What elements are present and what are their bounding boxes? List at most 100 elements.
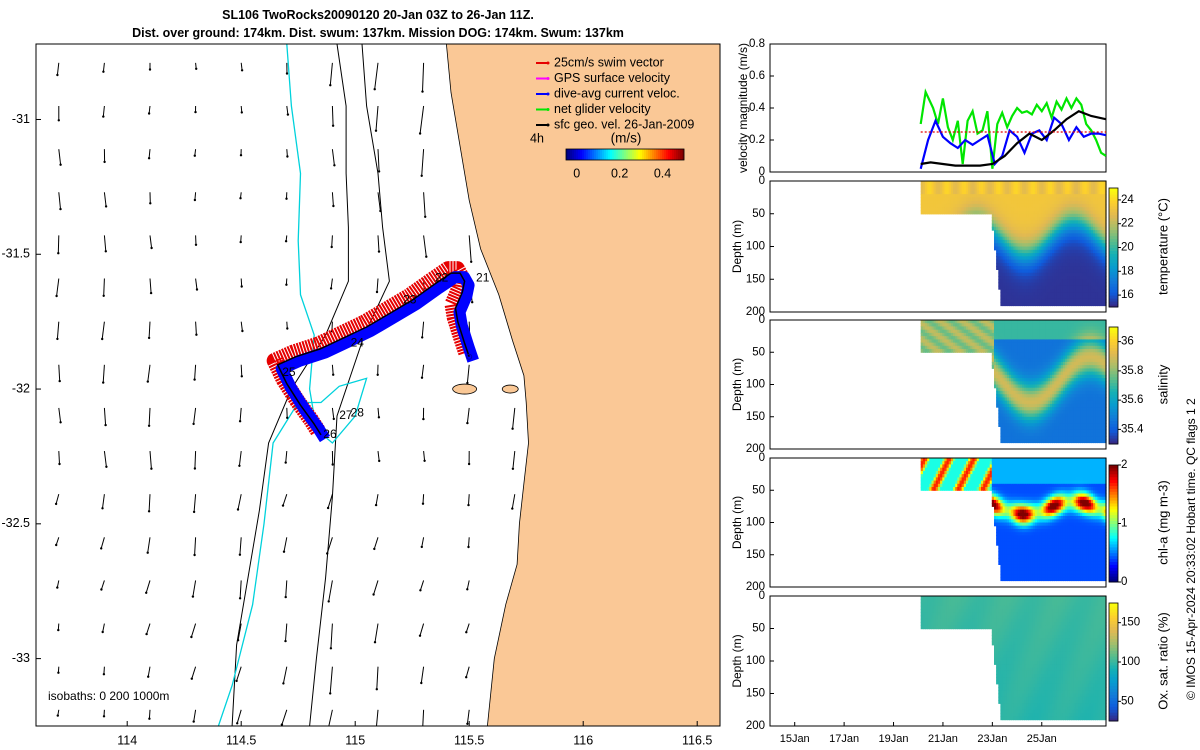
- geo-arrow-head: [104, 250, 108, 253]
- profile-cell: [996, 181, 999, 185]
- profile-cell: [1054, 336, 1058, 340]
- profile-cell: [1004, 352, 1008, 357]
- profile-cell: [1084, 253, 1088, 257]
- profile-cell: [1000, 436, 1004, 440]
- colorbar-cell: [1109, 217, 1118, 222]
- profile-cell: [1097, 207, 1101, 212]
- profile-cell: [1028, 282, 1032, 287]
- profile-cell: [1013, 190, 1017, 195]
- geo-arrow: [421, 364, 425, 378]
- profile-cell: [1039, 355, 1042, 360]
- profile-cell: [1090, 320, 1094, 324]
- profile-cell: [933, 332, 937, 337]
- profile-cell: [1002, 320, 1006, 324]
- profile-cell: [1009, 259, 1012, 264]
- profile-cell: [1071, 320, 1075, 324]
- profile-cell: [996, 256, 999, 261]
- profile-cell: [1032, 387, 1036, 392]
- colorbar-cell: [1109, 229, 1118, 234]
- profile-cell: [1030, 269, 1034, 274]
- colorbar-cell: [634, 149, 637, 160]
- colorbar-cell: [1109, 262, 1118, 266]
- profile-cell: [1095, 181, 1098, 185]
- profile-cell: [1004, 368, 1008, 373]
- profile-cell: [1034, 302, 1038, 307]
- profile-cell: [1103, 239, 1107, 244]
- profile-cell: [966, 194, 969, 198]
- profile-cell: [1073, 342, 1077, 347]
- profile-cell: [1078, 349, 1081, 353]
- profile-cell: [1006, 213, 1010, 218]
- profile-cell: [1071, 390, 1075, 395]
- profile-cell: [1002, 403, 1006, 408]
- profile-cell: [1062, 384, 1066, 389]
- profile-cell: [983, 326, 986, 331]
- profile-cell: [1050, 181, 1053, 185]
- profile-cell: [1006, 394, 1010, 398]
- profile-cell: [1043, 371, 1047, 376]
- profile-cell: [991, 342, 995, 347]
- geo-arrow: [330, 278, 333, 289]
- profile-cell: [1082, 439, 1086, 444]
- profile-cell: [1019, 200, 1023, 205]
- geo-arrow-head: [148, 717, 151, 720]
- profile-cell: [1006, 368, 1010, 373]
- profile-cell: [1013, 187, 1017, 192]
- profile-cell: [1019, 345, 1023, 350]
- geo-arrow: [377, 450, 380, 461]
- profile-cell: [976, 336, 980, 340]
- profile-cell: [1043, 181, 1047, 185]
- profile-cell: [1022, 194, 1025, 198]
- profile-cell: [1034, 223, 1038, 228]
- profile-cell: [1002, 184, 1006, 189]
- colorbar-cell: [1109, 301, 1118, 305]
- profile-cell: [1024, 217, 1027, 221]
- geo-arrow: [419, 623, 425, 636]
- profile-cell: [1013, 326, 1017, 331]
- profile-cell: [1097, 339, 1101, 344]
- profile-cell: [1099, 223, 1103, 228]
- profile-cell: [1062, 243, 1066, 248]
- profile-cell: [1009, 253, 1012, 257]
- profile-cell: [935, 207, 939, 212]
- profile-cell: [1069, 352, 1073, 357]
- profile-cell: [1045, 236, 1049, 241]
- profile-cell: [955, 342, 958, 347]
- profile-cell: [1090, 429, 1094, 434]
- profile-cell: [933, 210, 937, 215]
- profile-cell: [1056, 197, 1060, 202]
- profile-cell: [1006, 342, 1010, 347]
- geo-arrow: [194, 451, 197, 469]
- profile-cell: [1075, 194, 1079, 198]
- profile-cell: [1099, 203, 1103, 208]
- track-line: [276, 272, 470, 436]
- profile-cell: [1082, 256, 1086, 261]
- profile-cell: [1062, 276, 1066, 280]
- profile-cell: [942, 200, 946, 205]
- profile-cell: [1073, 236, 1077, 241]
- profile-cell: [1034, 320, 1038, 324]
- profile-cell: [1047, 233, 1051, 238]
- profile-cell: [972, 342, 976, 347]
- profile-cell: [950, 187, 954, 192]
- profile-cell: [1069, 355, 1073, 360]
- profile-cell: [1065, 355, 1068, 360]
- profile-cell: [1097, 220, 1101, 225]
- profile-cell: [1026, 361, 1030, 366]
- profile-cell: [1039, 194, 1042, 198]
- profile-cell: [948, 207, 952, 212]
- profile-cell: [1054, 394, 1058, 398]
- profile-cell: [1097, 298, 1101, 303]
- profile-cell: [1067, 200, 1070, 205]
- profile-cell: [940, 326, 943, 331]
- profile-cell: [1060, 349, 1064, 353]
- profile-cell: [1028, 423, 1032, 427]
- profile-cell: [1103, 253, 1107, 257]
- profile-cell: [1067, 289, 1070, 293]
- profile-cell: [1054, 302, 1058, 307]
- profile-cell: [1097, 239, 1101, 244]
- profile-cell: [1028, 256, 1032, 261]
- profile-cell: [1080, 413, 1083, 418]
- profile-cell: [1047, 365, 1051, 369]
- profile-cell: [1084, 203, 1088, 208]
